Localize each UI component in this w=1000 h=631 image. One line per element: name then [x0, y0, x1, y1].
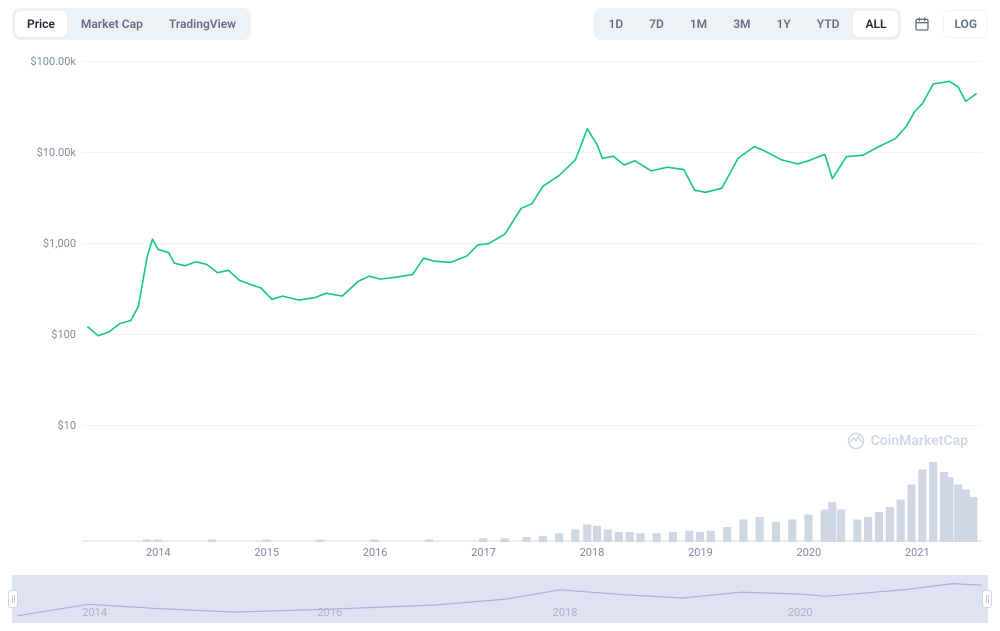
view-tab-market-cap[interactable]: Market Cap: [69, 11, 155, 37]
range-tab-1m[interactable]: 1M: [678, 11, 719, 37]
coinmarketcap-logo-icon: [847, 432, 865, 450]
volume-bar: [886, 507, 894, 542]
y-axis-tick: $1,000: [16, 237, 76, 250]
range-tab-1d[interactable]: 1D: [596, 11, 635, 37]
volume-bar: [143, 540, 151, 543]
time-navigator[interactable]: 2014 2016 2018 2020: [12, 575, 988, 623]
watermark-label: CoinMarketCap: [871, 433, 968, 449]
range-tab-3m[interactable]: 3M: [721, 11, 762, 37]
volume-bar: [707, 531, 715, 542]
volume-bar: [262, 540, 270, 543]
volume-bar: [317, 540, 325, 543]
volume-bar: [875, 512, 883, 542]
y-axis-tick: $100: [16, 328, 76, 341]
x-axis-tick: 2014: [146, 546, 171, 570]
x-axis-tick: 2019: [688, 546, 713, 570]
volume-bar: [653, 533, 661, 542]
price-chart[interactable]: $100.00k$10.00k$1,000$100$10 20142015201…: [12, 52, 988, 552]
volume-bar: [723, 527, 731, 542]
volume-bar: [945, 477, 953, 542]
volume-bar: [756, 517, 764, 542]
navigator-tick: 2014: [82, 606, 107, 619]
view-tab-tradingview[interactable]: TradingView: [157, 11, 248, 37]
volume-bar: [571, 530, 579, 543]
volume-bar: [739, 520, 747, 543]
volume-bar: [626, 532, 634, 542]
calendar-button[interactable]: [907, 10, 937, 38]
volume-bar: [918, 470, 926, 543]
calendar-icon: [914, 16, 930, 32]
volume-bar: [954, 485, 962, 543]
volume-bar: [962, 490, 970, 543]
x-axis-tick: 2018: [580, 546, 605, 570]
volume-bar: [828, 502, 836, 542]
navigator-tick: 2018: [553, 606, 578, 619]
log-scale-toggle[interactable]: LOG: [943, 10, 988, 38]
volume-bar: [593, 526, 601, 542]
volume-bar: [772, 522, 780, 542]
view-tabs: PriceMarket CapTradingView: [12, 8, 251, 40]
view-tab-price[interactable]: Price: [15, 11, 67, 37]
volume-bar: [929, 462, 937, 542]
volume-bar: [479, 538, 487, 542]
y-axis-tick: $10.00k: [16, 146, 76, 159]
volume-bar: [539, 536, 547, 542]
volume-bar: [523, 537, 531, 542]
volume-bar: [604, 530, 612, 543]
volume-bar: [788, 520, 796, 543]
volume-bar: [804, 515, 812, 543]
y-axis-tick: $10: [16, 419, 76, 432]
volume-bar: [583, 525, 591, 543]
range-tab-ytd[interactable]: YTD: [805, 11, 852, 37]
volume-bar: [669, 532, 677, 542]
x-axis-tick: 2021: [905, 546, 930, 570]
volume-bar: [154, 540, 162, 543]
volume-bar: [837, 510, 845, 543]
watermark: CoinMarketCap: [847, 432, 968, 450]
volume-bar: [208, 540, 216, 543]
volume-bar: [821, 510, 829, 543]
volume-bar: [615, 532, 623, 542]
volume-bar: [908, 485, 916, 543]
volume-bar: [501, 538, 509, 542]
navigator-handle-left[interactable]: [8, 590, 18, 608]
navigator-line: [18, 584, 982, 616]
navigator-tick: 2016: [317, 606, 342, 619]
range-tab-7d[interactable]: 7D: [637, 11, 676, 37]
range-tab-all[interactable]: ALL: [853, 11, 898, 37]
x-axis-tick: 2017: [471, 546, 496, 570]
volume-bar: [696, 532, 704, 542]
volume-bar: [853, 520, 861, 543]
volume-bar: [555, 533, 563, 542]
x-axis-tick: 2015: [254, 546, 279, 570]
volume-bar: [371, 540, 379, 543]
volume-bar: [969, 497, 977, 542]
volume-bar: [864, 517, 872, 542]
volume-bar: [897, 500, 905, 543]
navigator-tick: 2020: [788, 606, 813, 619]
y-axis-tick: $100.00k: [16, 55, 76, 68]
volume-bar: [685, 531, 693, 542]
price-line: [87, 81, 976, 335]
volume-bar: [636, 533, 644, 542]
volume-bar: [425, 540, 433, 543]
range-tab-1y[interactable]: 1Y: [765, 11, 803, 37]
x-axis-tick: 2020: [797, 546, 822, 570]
range-tabs: 1D7D1M3M1YYTDALL: [593, 8, 901, 40]
x-axis-tick: 2016: [363, 546, 388, 570]
navigator-handle-right[interactable]: [982, 590, 992, 608]
